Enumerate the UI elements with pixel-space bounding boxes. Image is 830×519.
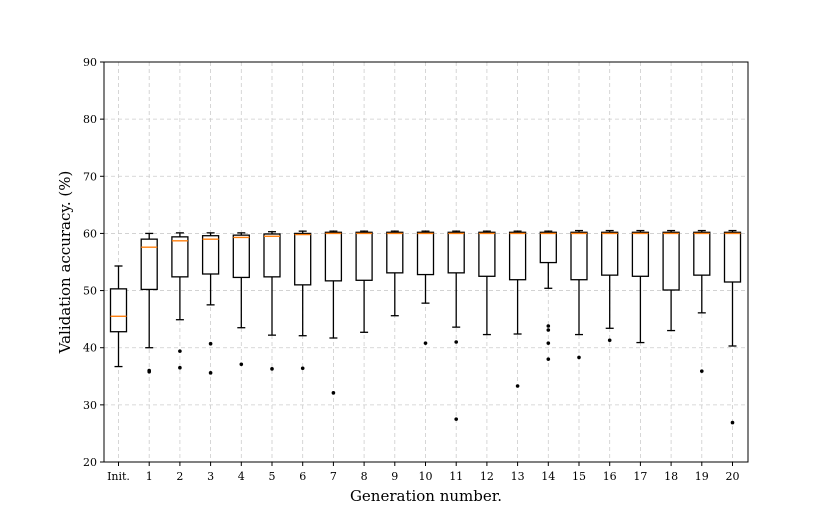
x-tick-label: 16 — [603, 470, 617, 483]
outlier-point — [454, 417, 459, 421]
iqr-box — [447, 231, 465, 274]
x-tick-label: 6 — [299, 470, 306, 483]
outlier-point — [730, 420, 735, 425]
box-6 — [294, 230, 312, 371]
x-tick-label: 15 — [572, 470, 586, 483]
iqr-box — [109, 288, 128, 333]
iqr-box — [355, 231, 373, 281]
x-axis-label: Generation number. — [350, 487, 502, 505]
outlier-point — [147, 369, 151, 374]
box-3 — [201, 232, 220, 375]
box-4 — [232, 232, 250, 367]
box-7 — [324, 230, 343, 395]
x-tick-label: 8 — [361, 470, 368, 483]
iqr-box — [324, 231, 343, 282]
outlier-point — [270, 367, 274, 371]
iqr-box — [478, 231, 496, 277]
box-init — [109, 265, 128, 368]
outlier-point — [178, 365, 182, 370]
iqr-box — [263, 233, 281, 278]
iqr-box — [386, 231, 404, 274]
x-tick-label: 19 — [695, 470, 709, 483]
box-11 — [447, 230, 465, 421]
x-tick-label: 14 — [541, 470, 555, 483]
box-17 — [631, 229, 650, 344]
y-tick-label: 70 — [83, 170, 97, 183]
iqr-box — [140, 238, 158, 291]
iqr-box — [416, 231, 435, 276]
outlier-point — [607, 338, 612, 343]
iqr-box — [570, 231, 588, 281]
box-19 — [693, 229, 711, 373]
box-14 — [539, 230, 557, 361]
outlier-point — [546, 341, 551, 345]
x-tick-label: 7 — [330, 470, 337, 483]
box-16 — [601, 229, 619, 343]
outlier-point — [546, 324, 551, 328]
y-tick-label: 50 — [83, 285, 97, 298]
outlier-point — [577, 355, 581, 360]
iqr-box — [232, 234, 250, 279]
outlier-point — [546, 357, 551, 361]
y-tick-label: 20 — [83, 456, 97, 469]
box-12 — [478, 230, 496, 336]
iqr-box — [294, 232, 312, 286]
box-13 — [508, 230, 527, 388]
iqr-box — [171, 236, 189, 278]
outlier-point — [331, 391, 336, 395]
x-tick-label: 9 — [391, 470, 398, 483]
x-tick-label: 5 — [269, 470, 276, 483]
iqr-box — [601, 231, 619, 276]
x-tick-label: 17 — [633, 470, 647, 483]
outlier-point — [546, 328, 551, 332]
x-tick-label: Init. — [107, 470, 130, 483]
box-15 — [570, 229, 588, 360]
x-tick-label: 10 — [419, 470, 433, 483]
x-tick-label: 2 — [176, 470, 183, 483]
y-axis-label: Validation accuracy. (%) — [56, 171, 74, 355]
y-tick-label: 40 — [83, 342, 97, 355]
y-tick-label: 30 — [83, 399, 97, 412]
iqr-box — [662, 231, 680, 291]
outlier-point — [300, 366, 305, 371]
box-plot-series — [109, 229, 742, 425]
x-tick-label: 1 — [146, 470, 153, 483]
y-tick-label: 60 — [83, 227, 97, 240]
outlier-point — [454, 340, 459, 344]
iqr-box — [201, 235, 220, 275]
outlier-point — [208, 341, 213, 346]
outlier-point — [178, 349, 182, 353]
outlier-point — [239, 362, 244, 367]
outlier-point — [208, 371, 213, 375]
outlier-point — [700, 369, 704, 373]
iqr-box — [693, 231, 711, 276]
x-tick-label: 12 — [480, 470, 494, 483]
box-5 — [263, 231, 281, 371]
y-tick-label: 90 — [83, 56, 97, 69]
iqr-box — [539, 231, 557, 264]
box-10 — [416, 230, 435, 345]
box-2 — [171, 232, 189, 370]
box-1 — [140, 232, 158, 374]
y-tick-label: 80 — [83, 113, 97, 126]
outlier-point — [423, 341, 428, 345]
x-tick-label: 4 — [238, 470, 245, 483]
iqr-box — [631, 231, 650, 277]
x-tick-label: 18 — [664, 470, 678, 483]
x-tick-label: 3 — [207, 470, 214, 483]
x-tick-label: 13 — [511, 470, 525, 483]
x-tick-label: 20 — [726, 470, 740, 483]
box-20 — [723, 229, 742, 425]
box-18 — [662, 229, 680, 332]
box-8 — [355, 230, 373, 333]
box-9 — [386, 230, 404, 317]
iqr-box — [723, 231, 742, 283]
outlier-point — [515, 384, 520, 388]
iqr-box — [508, 231, 527, 281]
x-tick-label: 11 — [449, 470, 463, 483]
